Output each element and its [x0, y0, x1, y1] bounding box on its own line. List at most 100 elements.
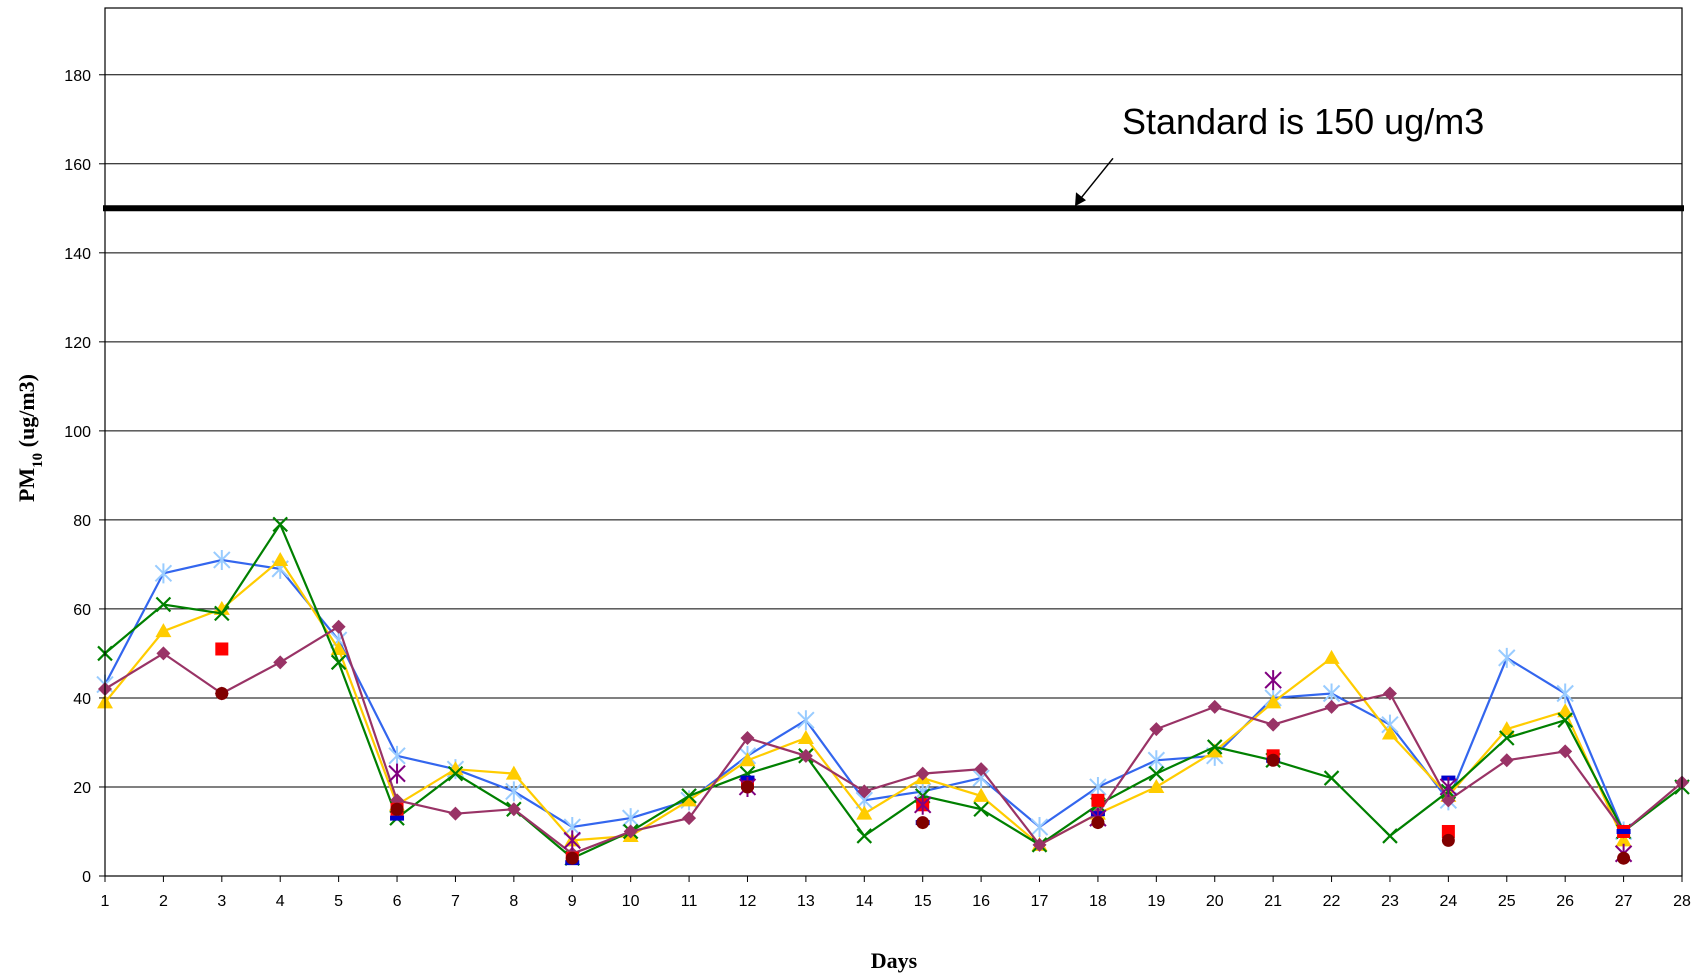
- y-tick-label-140: 140: [64, 246, 91, 263]
- series-2-point-day-16: [973, 787, 990, 802]
- standard-arrow-head: [1075, 192, 1086, 207]
- series-4-point-day-16: [974, 762, 989, 777]
- series-4-point-day-11: [682, 811, 697, 826]
- x-tick-label-18: 18: [1089, 893, 1107, 910]
- series-3-point-day-22: [1323, 770, 1340, 786]
- series-6-point-day-6: [390, 815, 405, 821]
- series-7-point-day-9: [563, 830, 581, 851]
- x-tick-label-23: 23: [1381, 893, 1399, 910]
- x-tick-label-3: 3: [217, 893, 226, 910]
- x-tick-label-13: 13: [797, 893, 815, 910]
- series-4-point-day-13: [798, 748, 813, 763]
- series-5-point-day-18: [1091, 793, 1105, 807]
- x-tick-label-20: 20: [1206, 893, 1224, 910]
- series-4-point-day-20: [1207, 699, 1222, 714]
- series-8-point-day-15: [916, 816, 930, 830]
- series-2: [97, 551, 1632, 851]
- series-3-point-day-19: [1148, 765, 1165, 782]
- series-4-point-day-7: [448, 806, 463, 821]
- series-4-point-day-17: [1032, 837, 1047, 852]
- series-4-point-day-4: [273, 655, 288, 670]
- series-1-point-day-17: [1030, 817, 1049, 838]
- x-tick-label-7: 7: [451, 893, 460, 910]
- series-3-point-day-25: [1499, 730, 1515, 746]
- series-2-point-day-12: [739, 752, 756, 767]
- x-tick-label-24: 24: [1439, 893, 1457, 910]
- standard-line-group: [103, 157, 1684, 212]
- series-1-point-day-3: [213, 549, 231, 570]
- series-1-point-day-26: [1556, 683, 1574, 704]
- series-2-point-day-23: [1381, 725, 1398, 740]
- series-3-point-day-23: [1382, 828, 1398, 844]
- x-tick-label-26: 26: [1556, 893, 1574, 910]
- y-tick-label-0: 0: [82, 869, 91, 886]
- series-6-point-day-27: [1616, 828, 1631, 834]
- y-axis-title-main: PM: [14, 468, 39, 502]
- series-2-point-day-20: [1206, 743, 1223, 758]
- series-8-point-day-27: [1617, 851, 1631, 865]
- x-tick-label-4: 4: [276, 893, 285, 910]
- series-2-point-day-8: [505, 765, 522, 780]
- series-7-point-day-15: [913, 794, 932, 815]
- series-7-point-day-6: [388, 763, 406, 784]
- plot-frame: [104, 7, 1683, 877]
- series-3-point-day-16: [973, 801, 989, 818]
- x-tick-label-28: 28: [1673, 893, 1691, 910]
- series-4-point-day-22: [1324, 699, 1339, 714]
- x-tick-label-25: 25: [1498, 893, 1516, 910]
- y-tick-label-120: 120: [64, 335, 91, 352]
- series-6: [390, 757, 1631, 866]
- standard-arrow-shaft: [1079, 157, 1114, 200]
- series-8: [215, 686, 1631, 865]
- series-4-point-day-5: [331, 619, 346, 634]
- y-tick-label-60: 60: [73, 602, 91, 619]
- series-4-point-day-23: [1382, 686, 1397, 701]
- x-tick-label-1: 1: [101, 893, 110, 910]
- series-8-point-day-18: [1091, 816, 1105, 830]
- x-tick-label-19: 19: [1147, 893, 1165, 910]
- y-tick-label-100: 100: [64, 424, 91, 441]
- series-4-point-day-8: [506, 802, 521, 817]
- series-2-point-day-22: [1323, 649, 1340, 664]
- series-3-line: [104, 521, 1683, 860]
- series-8-point-day-6: [390, 802, 404, 816]
- series-2-point-day-2: [155, 623, 172, 638]
- x-tick-label-12: 12: [739, 893, 757, 910]
- x-tick-label-21: 21: [1264, 893, 1282, 910]
- series-1-point-day-18: [1089, 776, 1107, 797]
- series-4-point-day-26: [1558, 744, 1573, 759]
- series-2-point-day-26: [1557, 703, 1574, 718]
- x-tick-label-27: 27: [1615, 893, 1633, 910]
- series-1-point-day-19: [1147, 750, 1166, 771]
- series-2-point-day-11: [681, 792, 698, 807]
- series-2-point-day-3: [213, 600, 230, 615]
- series-4-point-day-19: [1149, 722, 1164, 737]
- series-3-point-day-4: [272, 516, 288, 533]
- x-tick-label-2: 2: [159, 893, 168, 910]
- x-tick-label-11: 11: [681, 893, 698, 910]
- series-3: [97, 516, 1690, 866]
- series-3-point-day-20: [1206, 739, 1223, 755]
- series-3-point-day-7: [447, 765, 464, 782]
- series-2-point-day-4: [272, 551, 289, 566]
- series-8-point-day-24: [1441, 833, 1455, 847]
- series-7-point-day-21: [1264, 670, 1282, 691]
- series-3-point-day-3: [214, 605, 230, 622]
- series-4-point-day-25: [1499, 753, 1514, 768]
- x-tick-label-22: 22: [1323, 893, 1341, 910]
- x-tick-label-8: 8: [509, 893, 518, 910]
- series-4-point-day-10: [623, 824, 638, 839]
- x-axis-title: Days: [871, 948, 918, 973]
- x-tick-label-9: 9: [568, 893, 577, 910]
- y-tick-label-80: 80: [73, 513, 91, 530]
- y-axis-title: PM10 (ug/m3): [14, 374, 46, 502]
- y-tick-label-180: 180: [64, 68, 91, 85]
- series-2-point-day-27: [1615, 832, 1632, 847]
- series-7-point-day-24: [1439, 776, 1458, 797]
- x-tick-label-17: 17: [1031, 893, 1049, 910]
- series-8-point-day-9: [565, 851, 579, 865]
- series-1-point-day-2: [154, 563, 173, 584]
- standard-annotation-label: Standard is 150 ug/m3: [1122, 101, 1484, 142]
